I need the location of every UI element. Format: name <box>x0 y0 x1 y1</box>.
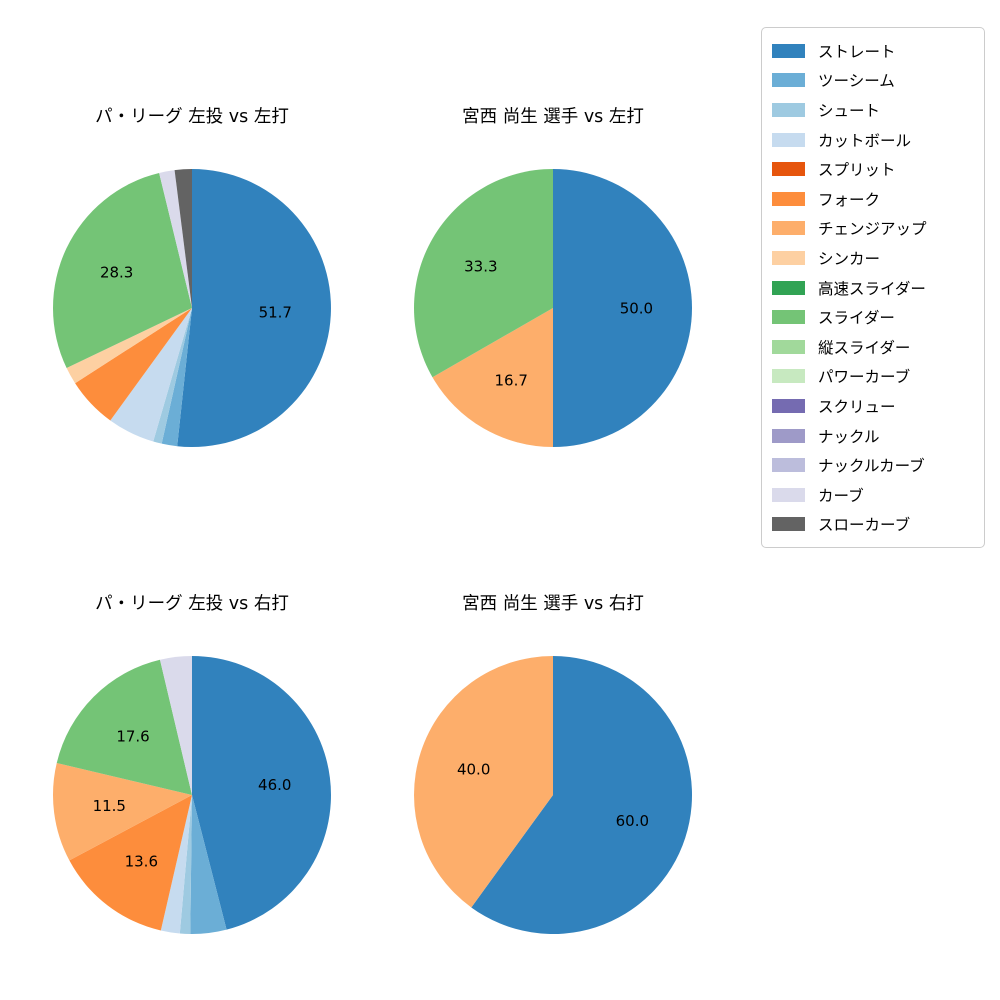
pie-slice-ツーシーム <box>161 308 192 447</box>
legend-label: シュート <box>818 101 881 120</box>
pie-chart-miyanishi-vs-rhb: 60.0 40.0 <box>414 656 693 934</box>
pie-slice-チェンジアップ <box>53 762 193 861</box>
legend-label: スプリット <box>818 161 896 180</box>
pie-chart-pa-league-lhp-vs-rhb: 46.0 13.6 11.5 17.6 <box>53 656 331 935</box>
legend-item: 高速スライダー <box>762 273 984 303</box>
pie-percent-label: 51.7 <box>259 304 292 322</box>
legend-label: チェンジアップ <box>818 220 927 239</box>
pie-slice-チェンジアップ <box>432 308 553 447</box>
legend-label: 縦スライダー <box>818 338 911 357</box>
legend-swatch <box>772 369 805 384</box>
pie-percent-label: 33.3 <box>464 257 497 275</box>
legend-item: スプリット <box>762 154 984 184</box>
chart-title-pa-league-lhp-vs-rhb: パ・リーグ 左投 vs 右打 <box>95 594 289 614</box>
legend-swatch <box>772 162 805 177</box>
legend-item: スクリュー <box>762 391 984 421</box>
pie-slice-ストレート <box>471 656 693 934</box>
pie-percent-label: 17.6 <box>116 727 149 745</box>
legend-label: フォーク <box>818 190 881 209</box>
legend-swatch <box>772 132 805 147</box>
legend-item: シュート <box>762 95 984 125</box>
legend-item: カーブ <box>762 480 984 510</box>
legend-swatch <box>772 428 805 443</box>
pie-slice-スライダー <box>52 172 193 368</box>
legend-swatch <box>772 280 805 295</box>
legend-swatch <box>772 73 805 88</box>
pie-percent-label: 28.3 <box>100 264 133 282</box>
pie-percent-label: 13.6 <box>125 852 158 870</box>
legend-item: パワーカーブ <box>762 362 984 392</box>
pie-slice-フォーク <box>75 308 192 421</box>
pie-slice-ストレート <box>553 169 692 447</box>
legend-swatch <box>772 43 805 58</box>
legend-label: ナックルカーブ <box>818 457 925 476</box>
pie-slice-シンカー <box>66 308 192 384</box>
legend-swatch <box>772 250 805 265</box>
pie-slice-カーブ <box>159 656 192 795</box>
pie-slice-ストレート <box>177 169 331 447</box>
legend-swatch <box>772 310 805 325</box>
chart-title-pa-league-lhp-vs-lhb: パ・リーグ 左投 vs 左打 <box>95 107 289 127</box>
pie-percent-label: 46.0 <box>258 776 291 794</box>
legend-label: スライダー <box>818 309 895 328</box>
legend-item: カットボール <box>762 125 984 155</box>
pie-percent-label: 60.0 <box>616 812 649 830</box>
legend-label: ストレート <box>818 42 896 61</box>
pie-slice-スライダー <box>56 659 193 795</box>
legend-label: カットボール <box>818 131 912 150</box>
pie-slice-ストレート <box>192 656 331 930</box>
legend-swatch <box>772 339 805 354</box>
legend-swatch <box>772 102 805 117</box>
legend-swatch <box>772 458 805 473</box>
legend-swatch <box>772 517 805 532</box>
legend-list: ストレートツーシームシュートカットボール スプリットフォークチェンジアップ シンカー… <box>762 36 984 539</box>
pie-slice-カットボール <box>160 795 192 934</box>
legend-item: フォーク <box>762 184 984 214</box>
legend-item: 縦スライダー <box>762 332 984 362</box>
pie-chart-pa-league-lhp-vs-lhb: 51.7 28.3 <box>52 169 331 447</box>
legend-item: ツーシーム <box>762 66 984 96</box>
pie-slice-フォーク <box>69 795 192 931</box>
legend-item: スライダー <box>762 302 984 332</box>
chart-title-miyanishi-vs-lhb: 宮西 尚生 選手 vs 左打 <box>462 107 644 127</box>
pie-percent-label: 50.0 <box>620 299 653 317</box>
legend-label: ナックル <box>818 427 880 446</box>
legend-item: シンカー <box>762 243 984 273</box>
pie-slice-ツーシーム <box>190 795 227 935</box>
legend-item: スローカーブ <box>762 510 984 540</box>
pie-slice-カーブ <box>159 170 192 308</box>
pie-slice-スローカーブ <box>174 169 192 308</box>
legend-swatch <box>772 487 805 502</box>
legend: ストレートツーシームシュートカットボール スプリットフォークチェンジアップ シンカー… <box>761 27 985 549</box>
pie-percent-label: 40.0 <box>457 760 490 778</box>
chart-title-miyanishi-vs-rhb: 宮西 尚生 選手 vs 右打 <box>462 594 644 614</box>
pie-slice-カットボール <box>110 308 192 442</box>
legend-label: スクリュー <box>818 397 896 416</box>
legend-item: ナックルカーブ <box>762 450 984 480</box>
legend-label: カーブ <box>818 486 864 505</box>
legend-label: 高速スライダー <box>818 279 926 298</box>
pie-slice-シュート <box>153 308 192 444</box>
legend-label: スローカーブ <box>818 516 911 535</box>
legend-swatch <box>772 221 805 236</box>
legend-item: チェンジアップ <box>762 214 984 244</box>
legend-label: パワーカーブ <box>818 368 911 387</box>
legend-swatch <box>772 398 805 413</box>
legend-label: シンカー <box>818 249 881 268</box>
pie-slice-スライダー <box>414 169 553 378</box>
pie-chart-miyanishi-vs-lhb: 50.0 16.7 33.3 <box>414 169 692 447</box>
legend-item: ストレート <box>762 36 984 66</box>
legend-item: ナックル <box>762 421 984 451</box>
legend-swatch <box>772 191 805 206</box>
pie-percent-label: 11.5 <box>93 797 126 815</box>
pie-slice-シュート <box>179 795 192 934</box>
pie-percent-label: 16.7 <box>495 371 528 389</box>
pie-slice-チェンジアップ <box>414 656 553 908</box>
legend-label: ツーシーム <box>818 72 895 91</box>
